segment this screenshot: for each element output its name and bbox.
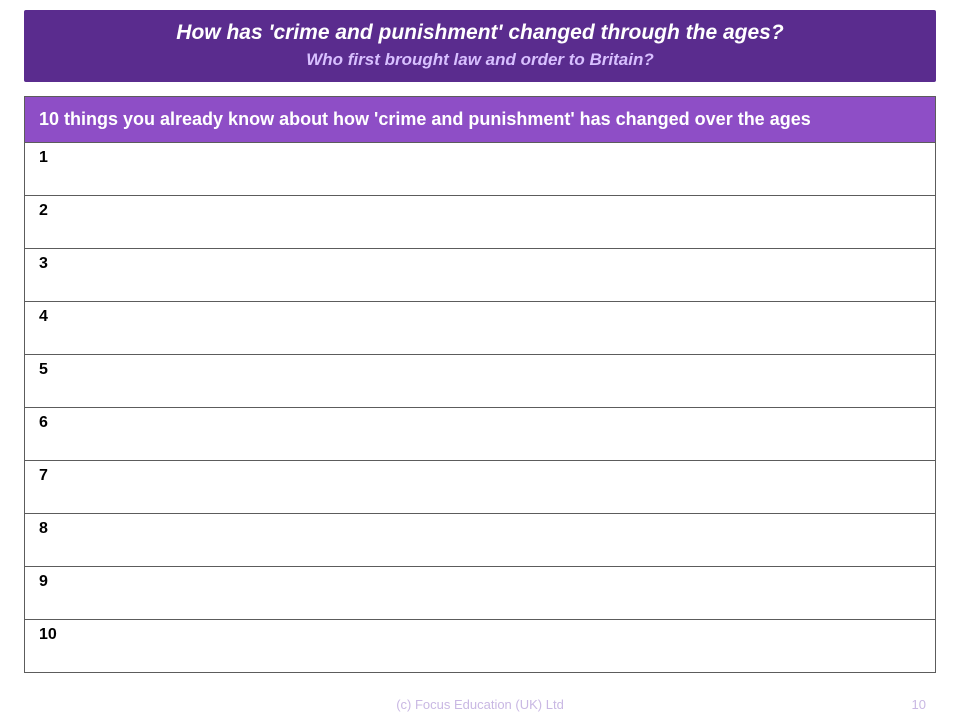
- table-row: 5: [25, 355, 935, 408]
- table-row: 2: [25, 196, 935, 249]
- worksheet-table: 10 things you already know about how 'cr…: [24, 96, 936, 672]
- worksheet-heading: 10 things you already know about how 'cr…: [25, 97, 935, 142]
- page-title: How has 'crime and punishment' changed t…: [40, 20, 920, 46]
- table-row: 6: [25, 408, 935, 461]
- page-subtitle: Who first brought law and order to Brita…: [40, 50, 920, 70]
- table-row: 7: [25, 461, 935, 514]
- table-row: 8: [25, 514, 935, 567]
- table-row: 10: [25, 620, 935, 672]
- table-row: 9: [25, 567, 935, 620]
- header-band: How has 'crime and punishment' changed t…: [24, 10, 936, 82]
- footer-copyright: (c) Focus Education (UK) Ltd: [74, 697, 886, 712]
- table-row: 1: [25, 143, 935, 196]
- footer-page-number: 10: [886, 697, 926, 712]
- table-row: 3: [25, 249, 935, 302]
- table-row: 4: [25, 302, 935, 355]
- page-footer: (c) Focus Education (UK) Ltd 10: [0, 697, 960, 712]
